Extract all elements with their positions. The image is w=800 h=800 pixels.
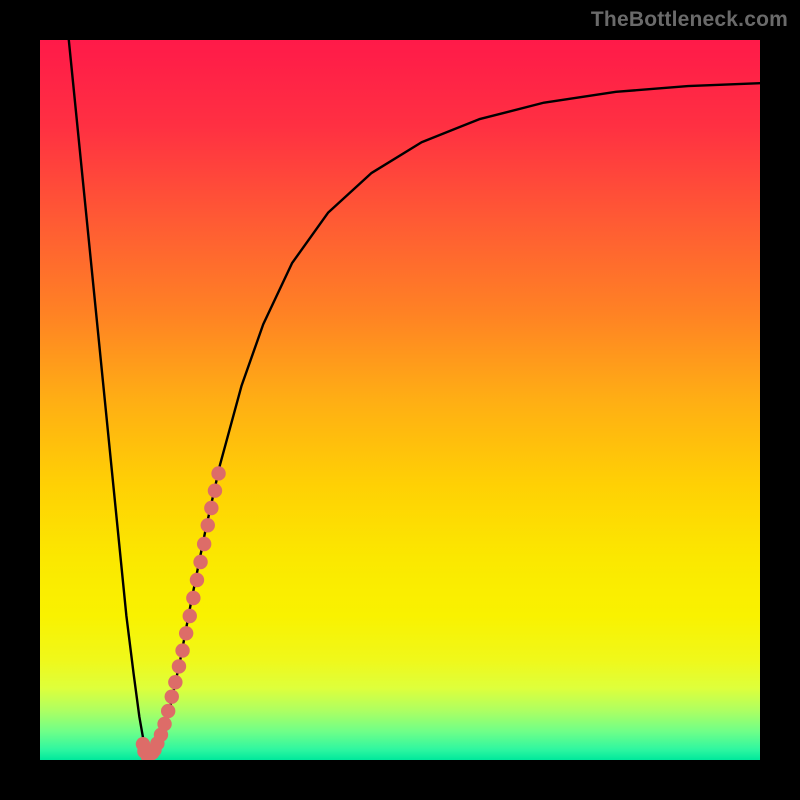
gradient-background [40,40,760,760]
marker-dot [190,573,204,587]
watermark-text: TheBottleneck.com [591,8,788,32]
marker-dot [179,626,193,640]
bottleneck-plot [40,40,760,760]
marker-dot [193,555,207,569]
marker-dot [136,737,150,751]
marker-dot [165,689,179,703]
marker-dot [197,537,211,551]
marker-dot [175,643,189,657]
marker-dot [161,704,175,718]
chart-frame: TheBottleneck.com [0,0,800,800]
marker-dot [186,591,200,605]
marker-dot [208,484,222,498]
marker-dot [204,501,218,515]
marker-dot [201,518,215,532]
marker-dot [172,659,186,673]
marker-dot [168,675,182,689]
marker-dot [183,609,197,623]
marker-dot [211,466,225,480]
marker-dot [157,717,171,731]
